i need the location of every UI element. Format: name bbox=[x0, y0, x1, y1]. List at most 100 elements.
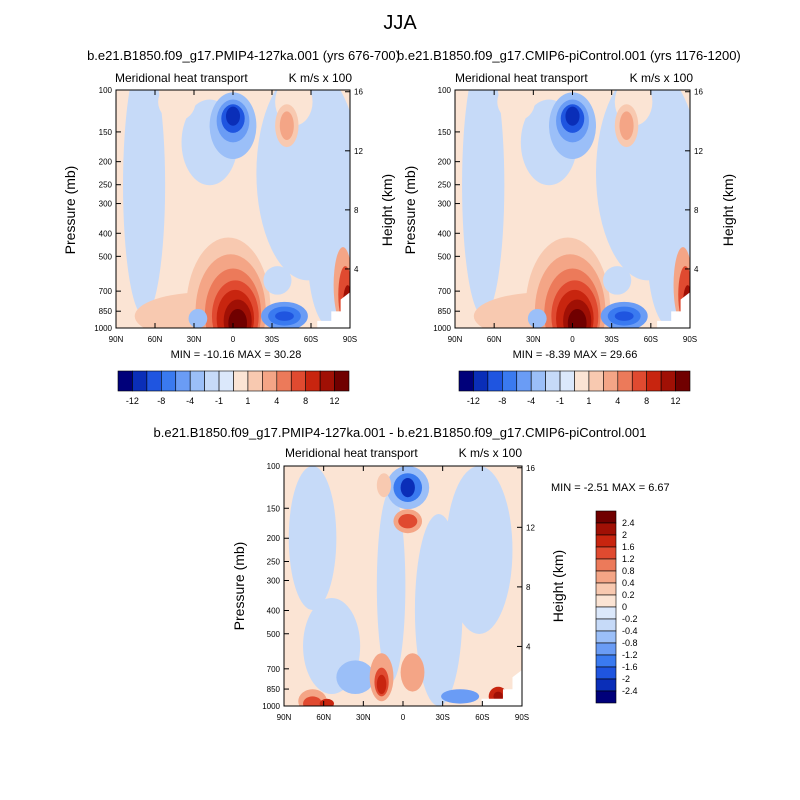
contour-fill bbox=[188, 308, 208, 328]
panel-label-units: K m/s x 100 bbox=[458, 446, 522, 460]
colorbar-tick-label: 0 bbox=[622, 602, 627, 612]
y-tick-label: 200 bbox=[99, 158, 113, 167]
y2-tick-label: 4 bbox=[354, 265, 359, 274]
y-tick-label: 250 bbox=[438, 181, 452, 190]
x-tick-label: 30S bbox=[605, 335, 619, 344]
y2-tick-label: 16 bbox=[354, 88, 363, 97]
colorbar-swatch bbox=[595, 546, 617, 560]
y2-tick-label: 12 bbox=[694, 147, 703, 156]
y2-tick-label: 16 bbox=[694, 88, 703, 97]
colorbar-swatch bbox=[218, 370, 234, 392]
y2-tick-label: 4 bbox=[526, 642, 531, 651]
y-tick-label: 150 bbox=[99, 128, 113, 137]
y-tick-label: 200 bbox=[438, 158, 452, 167]
x-tick-label: 30S bbox=[265, 335, 279, 344]
panel-title-picontrol: b.e21.B1850.f09_g17.CMIP6-piControl.001 … bbox=[397, 48, 741, 63]
y-tick-label: 100 bbox=[267, 462, 281, 471]
colorbar-tick-label: 2.4 bbox=[622, 518, 635, 528]
y-tick-label: 100 bbox=[99, 86, 113, 95]
y-tick-label: 250 bbox=[267, 558, 281, 567]
y-tick-label: 500 bbox=[267, 630, 281, 639]
colorbar-swatch bbox=[595, 582, 617, 596]
colorbar-tick-label: -4 bbox=[527, 396, 535, 406]
contour-fill bbox=[376, 674, 387, 695]
y-tick-label: 700 bbox=[267, 665, 281, 674]
colorbar-tick-label: -0.2 bbox=[622, 614, 638, 624]
y-tick-label: 100 bbox=[438, 86, 452, 95]
y-tick-label: 500 bbox=[438, 252, 452, 261]
contour-fill bbox=[462, 90, 505, 317]
colorbar-tick-label: 12 bbox=[330, 396, 340, 406]
contour-fill bbox=[228, 308, 248, 328]
colorbar-swatch bbox=[487, 370, 503, 392]
y-tick-label: 400 bbox=[267, 606, 281, 615]
y-tick-label: 1000 bbox=[433, 324, 451, 333]
contour-fill bbox=[445, 466, 513, 634]
topography-mask bbox=[317, 292, 350, 328]
colorbar-tick-label: -2 bbox=[622, 674, 630, 684]
colorbar-tick-label: 12 bbox=[671, 396, 681, 406]
colorbar-swatch bbox=[559, 370, 575, 392]
x-tick-label: 60S bbox=[644, 335, 658, 344]
contour-fill bbox=[400, 478, 415, 498]
x-tick-label: 30S bbox=[436, 713, 450, 722]
colorbar-tick-label: -1.6 bbox=[622, 662, 638, 672]
x-tick-label: 90S bbox=[515, 713, 529, 722]
colorbar-swatch bbox=[595, 654, 617, 668]
colorbar-tick-label: -1 bbox=[556, 396, 564, 406]
colorbar-swatch bbox=[189, 370, 205, 392]
y-tick-label: 300 bbox=[438, 200, 452, 209]
colorbar-swatch bbox=[595, 630, 617, 644]
colorbar-swatch bbox=[516, 370, 532, 392]
colorbar-tick-label: -0.4 bbox=[622, 626, 638, 636]
colorbar-swatch bbox=[595, 522, 617, 536]
contour-fill bbox=[376, 473, 392, 498]
colorbar-tick-label: -1.2 bbox=[622, 650, 638, 660]
x-tick-label: 90S bbox=[343, 335, 357, 344]
y2-tick-label: 16 bbox=[526, 464, 535, 473]
panel-label-units: K m/s x 100 bbox=[288, 71, 352, 85]
x-tick-label: 60N bbox=[487, 335, 502, 344]
y2-tick-label: 12 bbox=[526, 523, 535, 532]
colorbar-swatch bbox=[595, 618, 617, 632]
heatmap-panel: 100 150 200 250 300 400 500 700 850 1000 16 12 8 4 90N… bbox=[433, 86, 703, 344]
y2-tick-label: 8 bbox=[354, 206, 359, 215]
colorbar-tick-label: -8 bbox=[498, 396, 506, 406]
y-tick-label: 400 bbox=[99, 229, 113, 238]
heatmap-panel: 100 150 200 250 300 400 500 700 850 1000 16 12 8 4 90N… bbox=[262, 462, 535, 722]
y-tick-label: 1000 bbox=[94, 324, 112, 333]
colorbar-tick-label: 0.8 bbox=[622, 566, 635, 576]
colorbar-swatch bbox=[117, 370, 133, 392]
y-tick-label: 850 bbox=[267, 685, 281, 694]
panel-label-units: K m/s x 100 bbox=[629, 71, 693, 85]
contour-fill bbox=[603, 266, 632, 295]
colorbar-tick-label: 1 bbox=[586, 396, 591, 406]
colorbar-swatch bbox=[588, 370, 604, 392]
colorbar-swatch bbox=[595, 642, 617, 656]
colorbar-swatch bbox=[595, 570, 617, 584]
colorbar-tick-label: 0.2 bbox=[622, 590, 635, 600]
colorbar-swatch bbox=[146, 370, 162, 392]
colorbar: 2.4 2 1.6 1.2 0.8 0.4 0.2 0 -0.2 -0.4 -0.8 -1.2 -1.6… bbox=[595, 510, 638, 704]
colorbar-swatch bbox=[473, 370, 489, 392]
colorbar-tick-label: 8 bbox=[303, 396, 308, 406]
y-tick-label: 500 bbox=[99, 252, 113, 261]
y-tick-label: 1000 bbox=[262, 702, 280, 711]
colorbar-swatch bbox=[502, 370, 518, 392]
contour-fill bbox=[567, 308, 587, 328]
colorbar-swatch bbox=[595, 510, 617, 524]
colorbar-tick-label: 4 bbox=[274, 396, 279, 406]
colorbar-tick-label: 1 bbox=[245, 396, 250, 406]
colorbar-tick-label: -1 bbox=[215, 396, 223, 406]
contour-fill bbox=[527, 308, 547, 328]
contour-fill bbox=[565, 106, 580, 126]
figure-title: JJA bbox=[383, 12, 417, 34]
colorbar-tick-label: -12 bbox=[126, 396, 139, 406]
colorbar-swatch bbox=[530, 370, 546, 392]
y-tick-label: 250 bbox=[99, 181, 113, 190]
heatmap-field bbox=[455, 90, 690, 328]
colorbar-tick-label: -12 bbox=[467, 396, 480, 406]
y-tick-label: 150 bbox=[267, 504, 281, 513]
colorbar-swatch bbox=[595, 558, 617, 572]
